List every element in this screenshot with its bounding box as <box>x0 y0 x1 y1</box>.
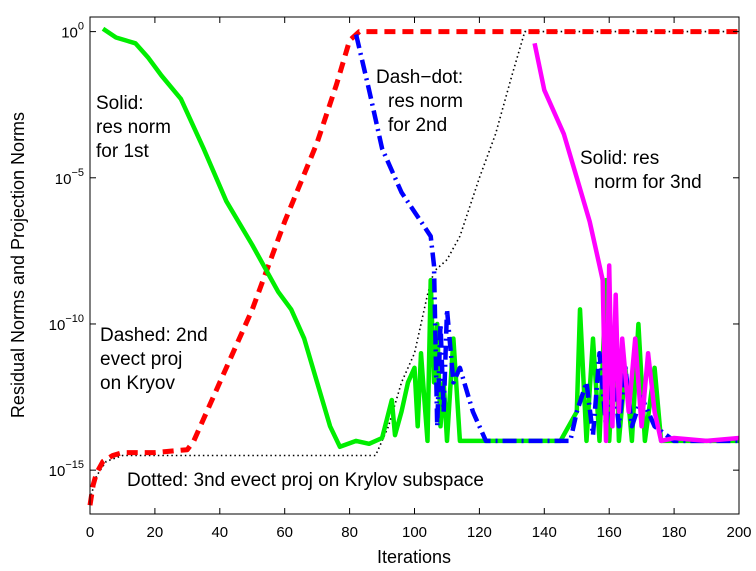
x-tick-label: 0 <box>86 524 94 541</box>
series-red-dashed <box>87 29 739 506</box>
annotation-res-norm-2nd: Dash−dot: res norm for 2nd <box>376 67 468 136</box>
x-tick-label: 160 <box>597 524 622 541</box>
annotation-res-norm-1st: Solid: res norm for 1st <box>96 93 176 162</box>
x-tick-label: 60 <box>276 524 293 541</box>
series-layer <box>87 26 740 506</box>
x-tick-label: 140 <box>532 524 557 541</box>
x-tick-label: 80 <box>341 524 358 541</box>
x-tick-label: 40 <box>211 524 228 541</box>
y-axis-title: Residual Norms and Projection Norms <box>8 112 28 418</box>
x-tick-label: 100 <box>402 524 427 541</box>
annotation-evect-proj-3rd: Dotted: 3nd evect proj on Krylov subspac… <box>127 470 484 491</box>
tick-layer: 0 20 40 60 80 100 120 140 160 180 200 100 10−5 10−10 1… <box>49 17 752 541</box>
y-tick-label: 10−10 <box>49 313 84 334</box>
x-axis-title: Iterations <box>377 547 451 567</box>
x-tick-label: 120 <box>467 524 492 541</box>
y-tick-label: 10−5 <box>55 167 84 188</box>
annotation-res-norm-3rd: Solid: res norm for 3nd <box>580 148 702 193</box>
x-tick-label: 20 <box>147 524 164 541</box>
x-tick-label: 200 <box>726 524 751 541</box>
x-tick-label: 180 <box>662 524 687 541</box>
series-magenta-solid <box>532 42 740 444</box>
y-tick-label: 10−15 <box>49 459 84 480</box>
annotation-evect-proj-2nd: Dashed: 2nd evect proj on Kryov <box>100 325 213 394</box>
y-tick-label: 100 <box>61 21 84 42</box>
